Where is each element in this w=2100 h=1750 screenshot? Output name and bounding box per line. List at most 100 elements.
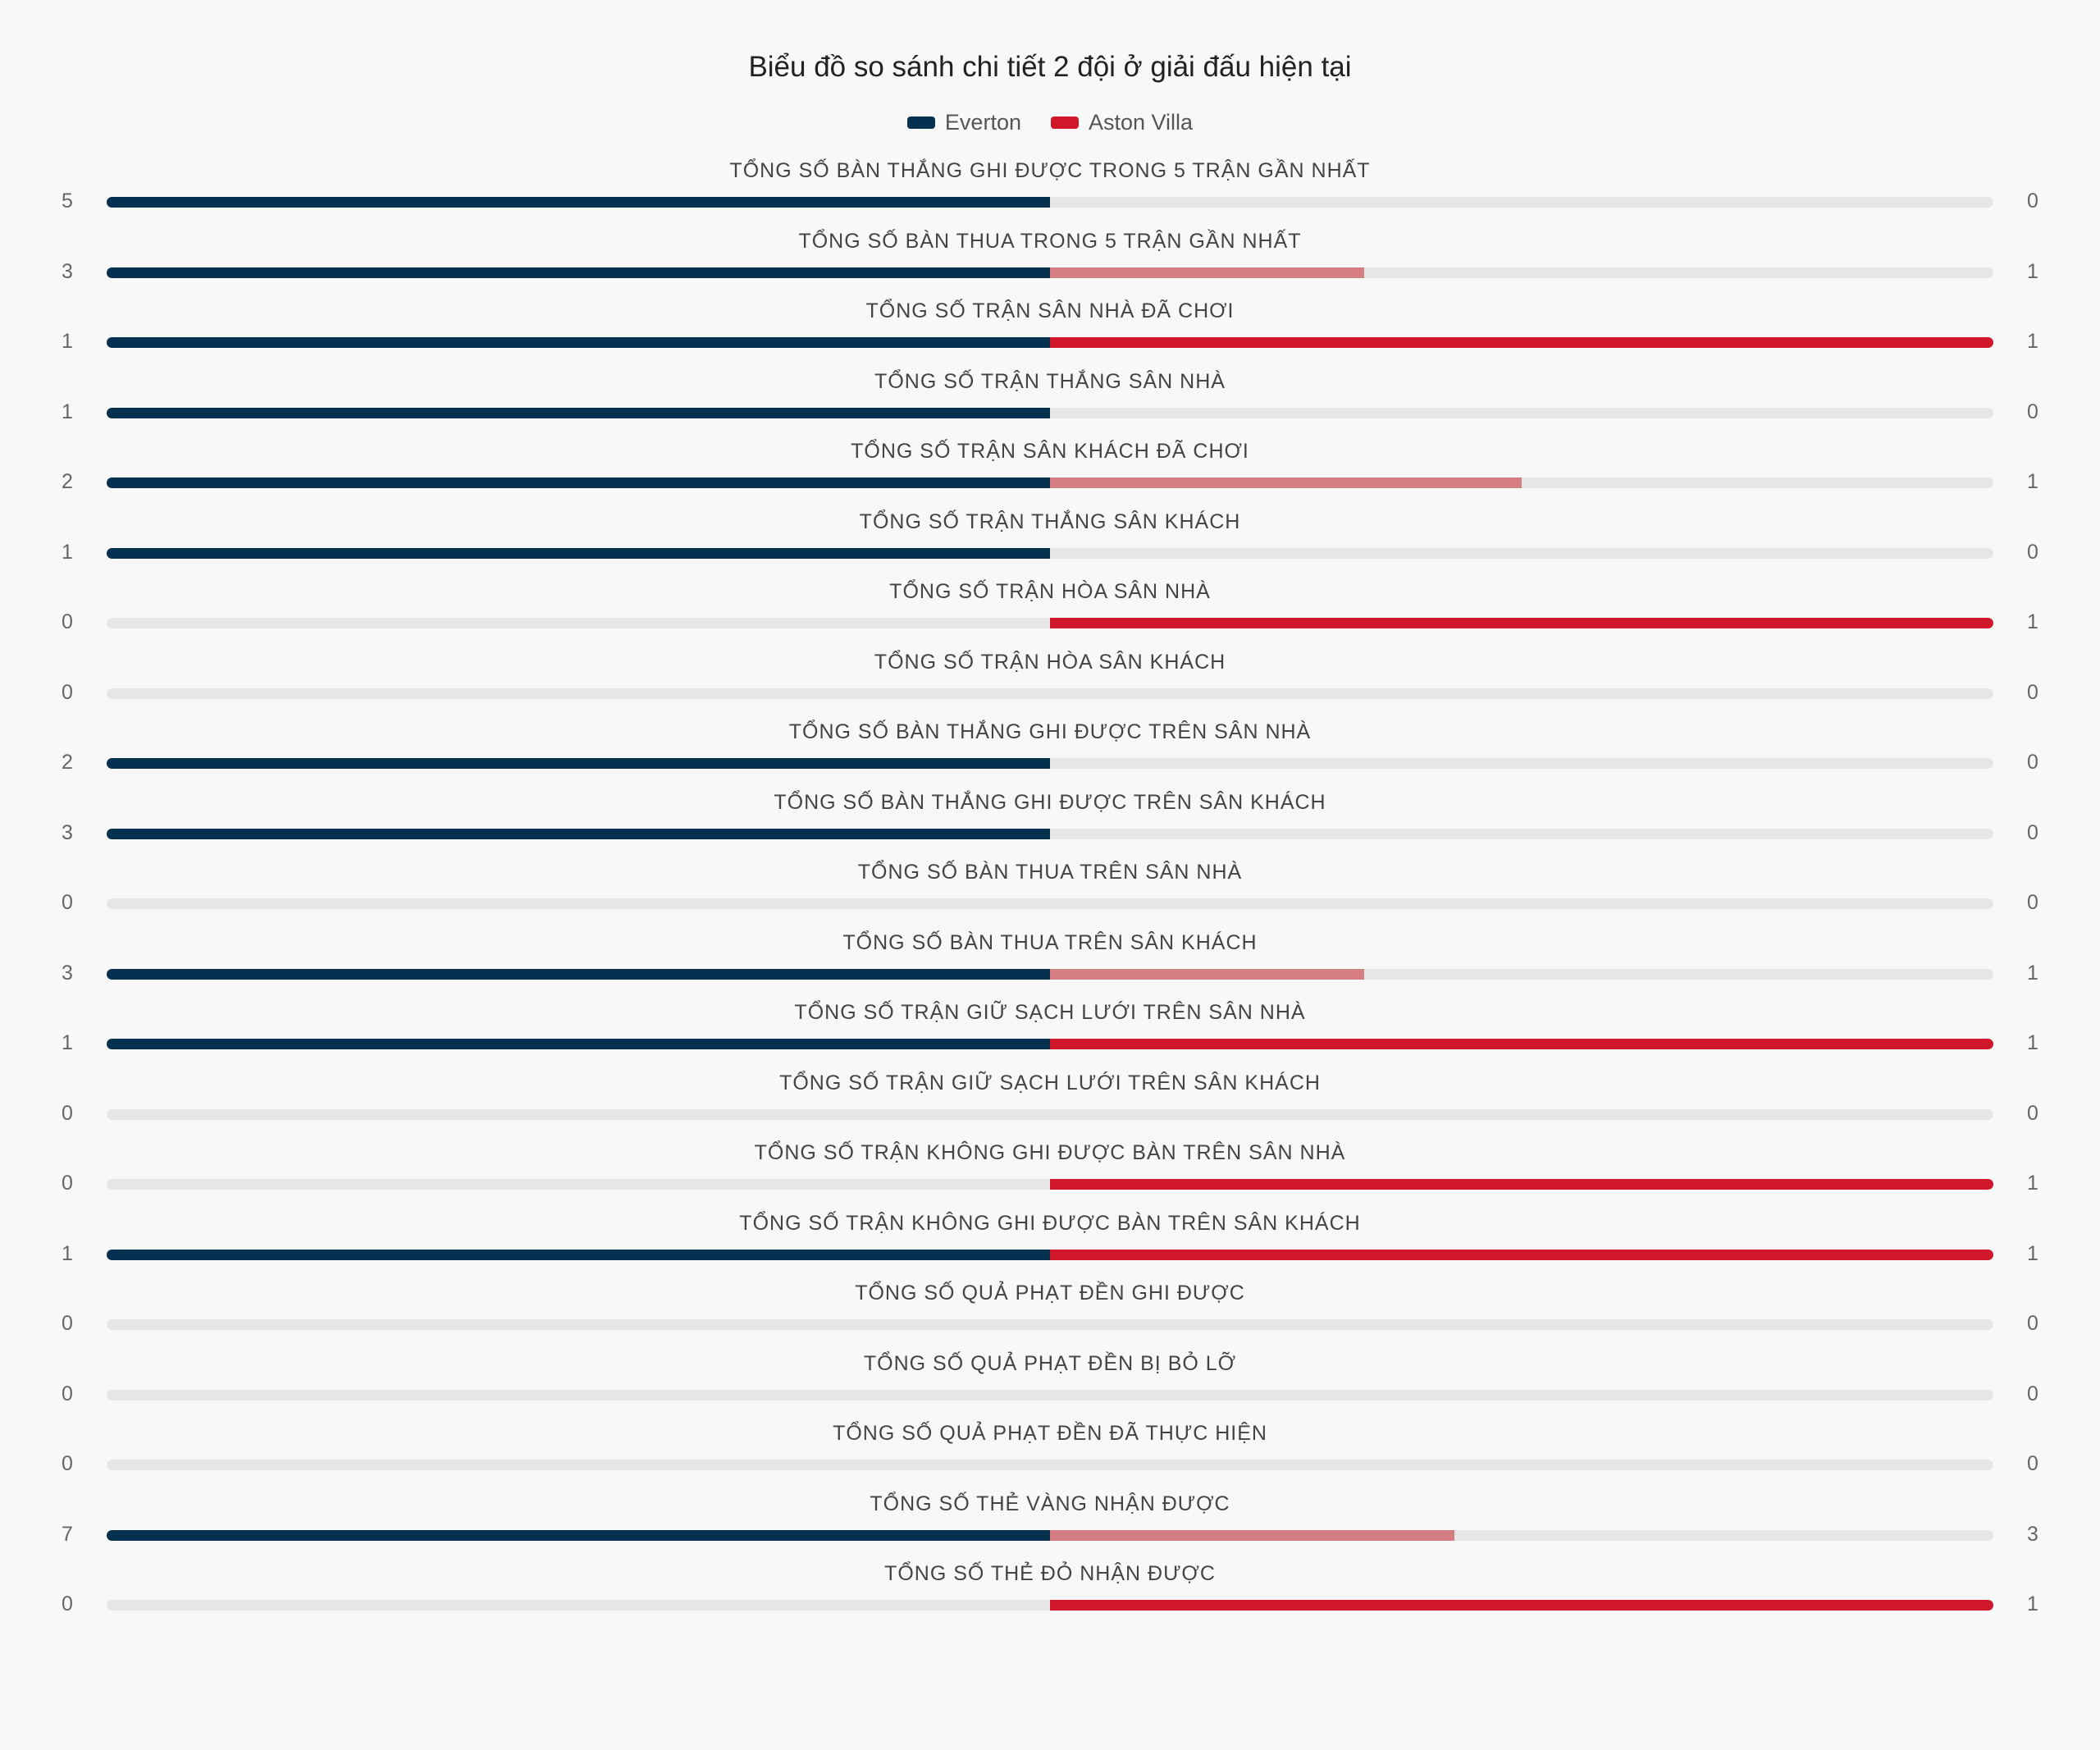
stat-label: TỔNG SỐ THẺ ĐỎ NHẬN ĐƯỢC	[884, 1562, 1216, 1585]
stat-label: TỔNG SỐ BÀN THẮNG GHI ĐƯỢC TRONG 5 TRẬN …	[729, 159, 1371, 182]
everton-bar[interactable]	[107, 337, 1050, 348]
stat-label: TỔNG SỐ BÀN THẮNG GHI ĐƯỢC TRÊN SÂN KHÁC…	[774, 790, 1326, 814]
stat-label: TỔNG SỐ TRẬN SÂN KHÁCH ĐÃ CHƠI	[851, 440, 1249, 463]
stat-row: TỔNG SỐ TRẬN HÒA SÂN NHÀ 0 1	[0, 580, 2100, 646]
everton-bar[interactable]	[107, 968, 1050, 980]
legend-item-everton[interactable]: Everton	[906, 110, 1021, 135]
everton-value: 0	[62, 1172, 73, 1195]
everton-bar[interactable]	[107, 477, 1050, 488]
aston-villa-value: 0	[2027, 190, 2038, 212]
aston-villa-value: 1	[2027, 330, 2038, 353]
everton-value: 1	[62, 1031, 73, 1054]
bar-track	[107, 407, 1993, 418]
aston-villa-value: 0	[2027, 1101, 2038, 1125]
stat-label: TỔNG SỐ BÀN THUA TRÊN SÂN KHÁCH	[842, 930, 1258, 954]
stat-row: TỔNG SỐ BÀN THẮNG GHI ĐƯỢC TRÊN SÂN NHÀ 2…	[0, 720, 2100, 786]
legend-label-aston-villa: Aston Villa	[1088, 110, 1194, 135]
stat-label: TỔNG SỐ TRẬN THẮNG SÂN KHÁCH	[859, 509, 1241, 533]
everton-value: 0	[62, 610, 73, 633]
stat-row: TỔNG SỐ BÀN THUA TRÊN SÂN KHÁCH 3 1	[0, 931, 2100, 997]
stat-row: TỔNG SỐ TRẬN GIỮ SẠCH LƯỚI TRÊN SÂN KHÁC…	[0, 1071, 2100, 1137]
bar-track	[107, 1179, 1993, 1190]
bar-track	[107, 828, 1993, 839]
everton-bar[interactable]	[107, 1039, 1050, 1049]
stat-row: TỔNG SỐ TRẬN THẮNG SÂN KHÁCH 1 0	[0, 510, 2100, 576]
bar-track	[107, 688, 1993, 699]
bar-track	[107, 267, 1993, 278]
stat-row: TỔNG SỐ TRẬN SÂN KHÁCH ĐÃ CHƠI 2 1	[0, 440, 2100, 505]
stat-row: TỔNG SỐ TRẬN SÂN NHÀ ĐÃ CHƠI 1 1	[0, 299, 2100, 365]
aston-villa-value: 1	[2027, 961, 2038, 985]
bar-track	[107, 1389, 1993, 1400]
aston-villa-bar[interactable]	[1050, 477, 1522, 488]
everton-value: 1	[62, 1241, 73, 1265]
aston-villa-value: 0	[2027, 891, 2038, 914]
aston-villa-value: 1	[2027, 470, 2038, 493]
aston-villa-value: 0	[2027, 540, 2038, 564]
aston-villa-value: 1	[2027, 1031, 2038, 1054]
everton-value: 1	[62, 540, 73, 564]
aston-villa-value: 1	[2027, 259, 2038, 283]
aston-villa-bar[interactable]	[1050, 968, 1365, 980]
legend-item-aston-villa[interactable]: Aston Villa	[1050, 110, 1194, 135]
bar-track	[107, 337, 1993, 348]
aston-villa-value: 0	[2027, 820, 2038, 844]
everton-bar[interactable]	[107, 758, 1050, 769]
aston-villa-value: 0	[2027, 400, 2038, 423]
stat-row: TỔNG SỐ QUẢ PHẠT ĐỀN BỊ BỎ LỠ 0 0	[0, 1352, 2100, 1418]
stat-label: TỔNG SỐ TRẬN GIỮ SẠCH LƯỚI TRÊN SÂN NHÀ	[794, 1001, 1306, 1024]
aston-villa-value: 0	[2027, 1452, 2038, 1475]
everton-bar[interactable]	[107, 1529, 1050, 1541]
everton-bar[interactable]	[107, 828, 1050, 839]
everton-value: 1	[62, 400, 73, 423]
everton-bar[interactable]	[107, 1249, 1050, 1260]
aston-villa-value: 0	[2027, 1382, 2038, 1405]
bar-track	[107, 1529, 1993, 1541]
stat-row: TỔNG SỐ TRẬN KHÔNG GHI ĐƯỢC BÀN TRÊN SÂN…	[0, 1141, 2100, 1207]
aston-villa-bar[interactable]	[1050, 1529, 1454, 1541]
aston-villa-bar[interactable]	[1050, 267, 1365, 278]
bar-track	[107, 1108, 1993, 1120]
aston-villa-bar[interactable]	[1050, 1249, 1993, 1260]
everton-value: 7	[62, 1522, 73, 1546]
bar-track	[107, 758, 1993, 769]
everton-value: 3	[62, 820, 73, 844]
bar-track	[107, 1600, 1993, 1611]
stat-row: TỔNG SỐ TRẬN HÒA SÂN KHÁCH 0 0	[0, 651, 2100, 716]
stat-label: TỔNG SỐ TRẬN THẮNG SÂN NHÀ	[874, 369, 1226, 393]
everton-value: 2	[62, 751, 73, 774]
everton-bar[interactable]	[107, 197, 1050, 208]
aston-villa-value: 0	[2027, 1312, 2038, 1335]
everton-value: 0	[62, 891, 73, 914]
aston-villa-bar[interactable]	[1050, 1039, 1993, 1049]
stat-label: TỔNG SỐ QUẢ PHẠT ĐỀN BỊ BỎ LỠ	[863, 1351, 1237, 1375]
legend-label-everton: Everton	[944, 110, 1021, 135]
stat-label: TỔNG SỐ QUẢ PHẠT ĐỀN GHI ĐƯỢC	[855, 1282, 1245, 1305]
stat-label: TỔNG SỐ BÀN THUA TRÊN SÂN NHÀ	[857, 861, 1243, 884]
bar-track	[107, 477, 1993, 488]
aston-villa-value: 0	[2027, 751, 2038, 774]
everton-value: 3	[62, 259, 73, 283]
everton-bar[interactable]	[107, 547, 1050, 559]
aston-villa-value: 1	[2027, 1172, 2038, 1195]
bar-track	[107, 197, 1993, 208]
stat-row: TỔNG SỐ BÀN THẮNG GHI ĐƯỢC TRONG 5 TRẬN …	[0, 159, 2100, 225]
aston-villa-bar[interactable]	[1050, 618, 1993, 628]
everton-value: 0	[62, 1101, 73, 1125]
stat-row: TỔNG SỐ TRẬN KHÔNG GHI ĐƯỢC BÀN TRÊN SÂN…	[0, 1212, 2100, 1277]
stat-row: TỔNG SỐ BÀN THUA TRONG 5 TRẬN GẦN NHẤT 3 1	[0, 230, 2100, 295]
bar-track	[107, 898, 1993, 909]
aston-villa-bar[interactable]	[1050, 337, 1993, 348]
stat-label: TỔNG SỐ TRẬN HÒA SÂN KHÁCH	[874, 650, 1226, 674]
stat-label: TỔNG SỐ BÀN THUA TRONG 5 TRẬN GẦN NHẤT	[798, 229, 1302, 253]
aston-villa-bar[interactable]	[1050, 1600, 1993, 1611]
aston-villa-bar[interactable]	[1050, 1179, 1993, 1190]
aston-villa-value: 1	[2027, 610, 2038, 633]
aston-villa-value: 0	[2027, 680, 2038, 704]
stat-label: TỔNG SỐ TRẬN SÂN NHÀ ĐÃ CHƠI	[865, 299, 1235, 322]
bar-track	[107, 1319, 1993, 1330]
everton-bar[interactable]	[107, 407, 1050, 418]
everton-bar[interactable]	[107, 267, 1050, 278]
everton-value: 0	[62, 1592, 73, 1615]
